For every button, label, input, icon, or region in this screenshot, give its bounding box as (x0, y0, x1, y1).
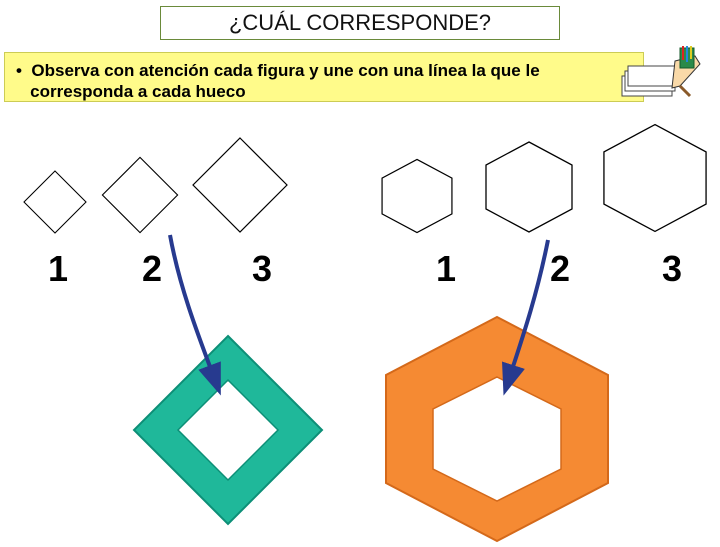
number-3a: 3 (232, 248, 292, 290)
title-box: ¿CUÁL CORRESPONDE? (160, 6, 560, 40)
hexagon-small-1 (376, 157, 458, 240)
number-2b: 2 (530, 248, 590, 290)
instruction-line1: Observa con atención cada figura y une c… (31, 61, 539, 80)
diamond-small-3 (190, 135, 290, 240)
numbers-row: 1 2 3 1 2 3 (0, 248, 720, 298)
diamond-small-2 (100, 155, 180, 240)
big-diamond (128, 330, 328, 530)
number-1b: 1 (416, 248, 476, 290)
top-shapes-row (12, 130, 708, 240)
bottom-shapes (0, 305, 720, 540)
instruction-line2: corresponda a cada hueco (30, 82, 245, 101)
number-2a: 2 (122, 248, 182, 290)
diamond-small-1 (22, 169, 88, 240)
hexagon-small-3 (594, 121, 716, 240)
title-text: ¿CUÁL CORRESPONDE? (229, 10, 491, 36)
hexagon-small-2 (478, 139, 580, 240)
bullet: • (16, 61, 22, 80)
instruction: • Observa con atención cada figura y une… (6, 54, 550, 111)
big-hexagon (372, 311, 622, 547)
number-3b: 3 (642, 248, 702, 290)
clipart-image (620, 46, 710, 106)
number-1a: 1 (28, 248, 88, 290)
